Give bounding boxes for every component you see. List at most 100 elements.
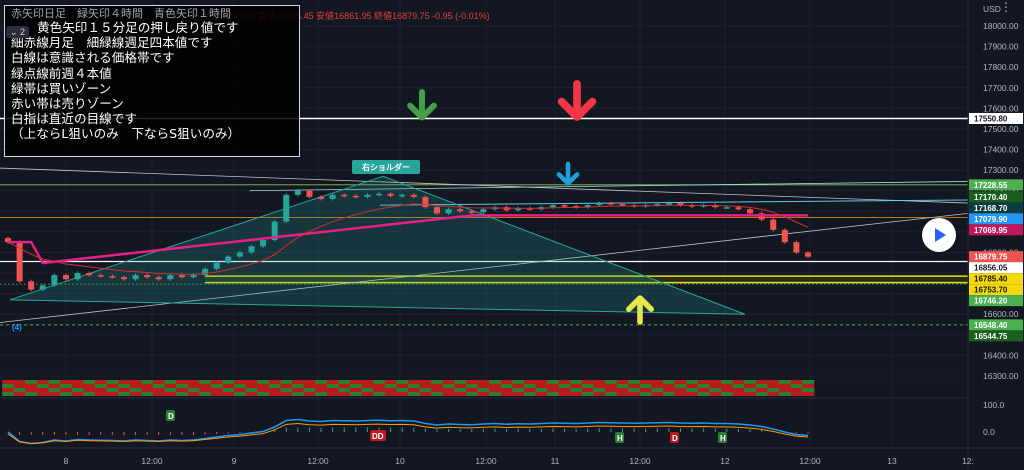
candle [51, 275, 58, 286]
heat-cell [373, 388, 386, 392]
price-tick-label: 17700.00 [983, 83, 1019, 93]
heat-cell [790, 388, 803, 392]
trend-line [379, 199, 969, 206]
heat-cell [384, 380, 397, 384]
heat-cell [616, 380, 629, 384]
heat-cell [581, 380, 595, 384]
candle [654, 204, 661, 206]
heat-cell [616, 392, 629, 396]
candle [178, 275, 185, 278]
trade-zones [205, 276, 968, 283]
heat-cell [315, 388, 328, 392]
heat-cell [605, 384, 618, 388]
heat-cell [210, 380, 223, 384]
time-tick-label: 12:00 [475, 456, 497, 466]
heat-cell [245, 388, 258, 392]
time-tick-label: 13 [887, 456, 897, 466]
heat-cell [581, 384, 595, 388]
heat-cell [350, 384, 363, 388]
heat-cell [71, 388, 84, 392]
heat-cell [558, 384, 571, 388]
more-icon[interactable]: ⋮ [1000, 0, 1012, 14]
time-tick-label: 12:00 [799, 456, 821, 466]
level-tag [969, 284, 1023, 296]
candle [399, 194, 406, 197]
heat-cell [384, 388, 397, 392]
signal-badge-text: H [617, 434, 623, 443]
arrow-up-icon [626, 295, 654, 312]
heat-cell [280, 384, 293, 388]
heat-cell [535, 392, 548, 396]
heat-cell [512, 392, 525, 396]
heat-cell [802, 392, 815, 396]
candle [132, 275, 139, 280]
heat-cell [709, 388, 722, 392]
candle [62, 275, 69, 280]
heat-cell [419, 384, 432, 388]
heat-cell [581, 388, 595, 392]
heat-cell [651, 384, 664, 388]
candle [283, 194, 290, 222]
candle [723, 207, 730, 209]
heat-cell [176, 392, 189, 396]
candle [573, 206, 580, 208]
heat-cell [25, 388, 38, 392]
heat-cell [500, 380, 513, 384]
heat-cell [222, 384, 235, 388]
candle [294, 190, 301, 195]
heat-cell [512, 384, 525, 388]
time-tick-label: 12:00 [307, 456, 329, 466]
heat-cell [234, 392, 247, 396]
heat-cell [489, 392, 502, 396]
heat-cell [60, 392, 73, 396]
heat-cell [674, 380, 687, 384]
price-tick-label: 17200.00 [983, 186, 1019, 196]
heat-cell [164, 380, 177, 384]
heat-cell [303, 384, 316, 388]
level-tag [969, 213, 1023, 225]
note-line: 細赤線月足 細緑線週足四本値です [11, 35, 213, 51]
heat-cell [25, 380, 38, 384]
heat-cell [94, 392, 108, 396]
candle [318, 196, 325, 199]
heat-cell [268, 388, 281, 392]
heat-cell [523, 380, 537, 384]
heat-cell [593, 380, 606, 384]
heat-cell [605, 380, 618, 384]
candle [155, 277, 162, 280]
heat-cell [686, 384, 699, 388]
note-line: 白指は直近の目線です [11, 111, 137, 127]
heat-cell [616, 388, 629, 392]
heat-cell [152, 392, 166, 396]
level-tag [969, 112, 1023, 124]
heat-cell [744, 380, 757, 384]
heat-cell [210, 384, 223, 388]
heat-cell [547, 388, 560, 392]
heat-cell [779, 392, 792, 396]
heat-cell [373, 384, 386, 388]
scroll-to-realtime-button[interactable] [922, 218, 956, 252]
collapse-indicators-button[interactable]: ⌄ 2 [6, 26, 30, 38]
heat-cell [674, 388, 687, 392]
heat-cell [686, 392, 699, 396]
signal-badge-text: DD [372, 432, 384, 441]
heat-cell [94, 388, 108, 392]
heat-cell [176, 380, 189, 384]
heat-cell [767, 388, 780, 392]
candle [584, 205, 591, 208]
heat-cell [13, 388, 26, 392]
signal-badge [166, 410, 175, 421]
heat-cell [639, 384, 652, 388]
heat-cell [419, 392, 432, 396]
heat-cell [593, 392, 606, 396]
heat-cell [802, 388, 815, 392]
note-line: 赤い帯は売りゾーン [11, 96, 124, 112]
signal-badge [718, 432, 727, 443]
heat-cell [187, 384, 200, 388]
candle [97, 275, 104, 277]
heat-cell [721, 388, 734, 392]
heat-cell [106, 392, 119, 396]
heat-cell [141, 392, 154, 396]
moving-averages [7, 203, 809, 275]
